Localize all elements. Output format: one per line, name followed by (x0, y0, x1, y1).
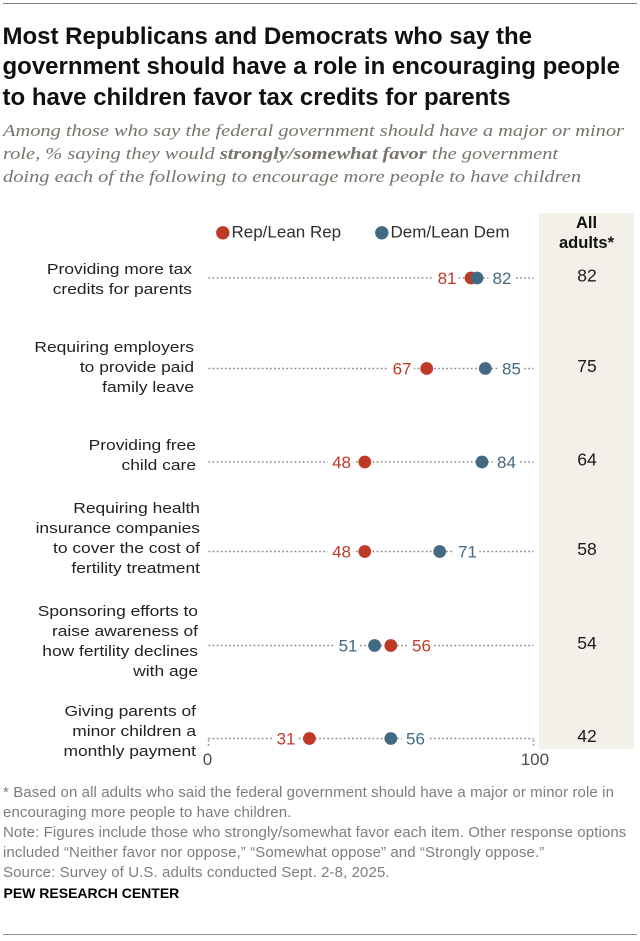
svg-text:0: 0 (203, 750, 212, 769)
svg-text:54: 54 (577, 633, 597, 653)
svg-text:56: 56 (406, 729, 425, 748)
svg-text:Dem/Lean Dem: Dem/Lean Dem (391, 223, 510, 242)
svg-text:82: 82 (493, 269, 512, 288)
svg-text:75: 75 (577, 356, 596, 376)
svg-text:51: 51 (339, 636, 358, 655)
svg-text:56: 56 (412, 636, 431, 655)
svg-text:48: 48 (332, 453, 351, 472)
svg-text:31: 31 (277, 729, 296, 748)
svg-text:85: 85 (502, 359, 521, 378)
svg-text:84: 84 (497, 453, 516, 472)
svg-text:58: 58 (577, 539, 596, 559)
svg-text:64: 64 (577, 449, 597, 469)
svg-text:81: 81 (438, 269, 457, 288)
svg-text:Rep/Lean Rep: Rep/Lean Rep (232, 223, 342, 242)
svg-text:71: 71 (458, 542, 477, 561)
svg-text:82: 82 (577, 265, 596, 285)
svg-text:67: 67 (393, 359, 412, 378)
svg-text:100: 100 (521, 750, 549, 769)
svg-text:42: 42 (577, 726, 596, 746)
svg-text:48: 48 (332, 542, 351, 561)
